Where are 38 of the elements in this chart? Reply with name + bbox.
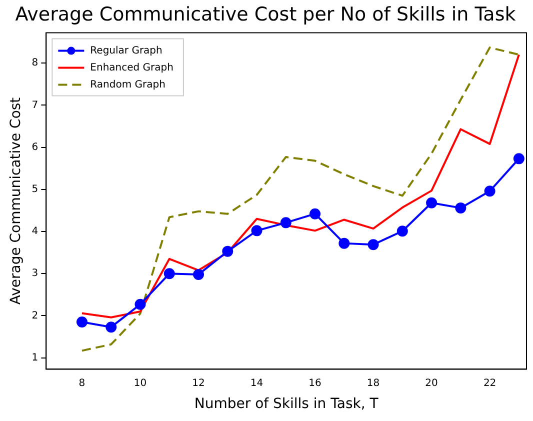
point	[76, 316, 88, 328]
legend-label: Random Graph	[90, 79, 166, 90]
point	[484, 186, 496, 197]
x-tick-label: 20	[425, 378, 438, 389]
point	[134, 298, 146, 310]
y-tick-label: 5	[32, 184, 38, 196]
chart-title: Average Communicative Cost per No of Skills in Task	[15, 3, 516, 26]
legend-label: Regular Graph	[90, 45, 162, 56]
x-tick-label: 10	[134, 378, 147, 389]
x-tick-label: 8	[78, 378, 86, 389]
y-tick-label: 6	[32, 142, 38, 153]
legend-label: Enhanced Graph	[90, 62, 174, 74]
x-tick-label: 14	[250, 378, 264, 389]
point	[396, 226, 408, 237]
point	[164, 268, 175, 280]
y-tick-label: 7	[32, 100, 38, 111]
point	[513, 153, 524, 164]
point	[280, 217, 292, 228]
y-tick-label: 2	[32, 310, 38, 322]
point	[310, 208, 321, 220]
point	[251, 225, 262, 236]
point	[193, 268, 204, 280]
x-tick-label: 18	[366, 378, 380, 389]
point	[222, 246, 234, 257]
y-tick-label: 4	[32, 226, 38, 238]
point	[426, 197, 438, 208]
y-axis-title: Average Communicative Cost	[8, 96, 24, 305]
x-axis-title: Number of Skills in Task, T	[194, 396, 379, 412]
point	[455, 202, 466, 214]
y-tick-label: 1	[32, 352, 38, 364]
x-tick-label: 22	[483, 378, 496, 389]
x-tick-label: 16	[308, 378, 322, 389]
point	[338, 238, 350, 249]
y-tick-label: 8	[32, 58, 38, 69]
point	[368, 239, 379, 250]
x-tick-label: 12	[192, 378, 205, 389]
y-tick-label: 3	[32, 268, 38, 280]
point	[106, 322, 117, 333]
